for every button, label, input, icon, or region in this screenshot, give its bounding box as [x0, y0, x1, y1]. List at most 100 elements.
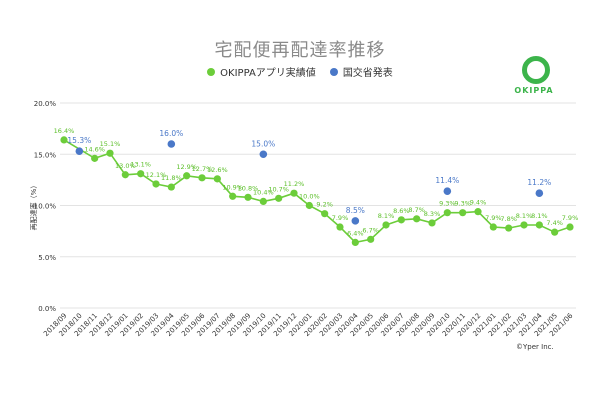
y-tick-label: 0.0%	[38, 305, 56, 313]
credit-text: ©Yper Inc.	[516, 343, 554, 351]
legend-label-mlit: 国交省発表	[342, 68, 393, 79]
x-tick-label: 2019/03	[134, 312, 160, 338]
data-label-okippa: 6.7%	[362, 226, 379, 234]
data-label-okippa: 6.4%	[347, 229, 364, 237]
data-label-okippa: 14.6%	[84, 145, 105, 153]
data-point-okippa	[397, 216, 405, 224]
data-label-okippa: 10.0%	[299, 193, 320, 201]
data-point-okippa	[535, 221, 543, 229]
data-label-okippa: 11.2%	[284, 180, 305, 188]
data-point-okippa	[551, 228, 559, 236]
data-point-okippa	[152, 180, 160, 188]
data-label-okippa: 7.8%	[500, 215, 517, 223]
x-tick-label: 2021/05	[533, 312, 559, 338]
data-point-okippa	[351, 238, 359, 246]
data-label-okippa: 9.3%	[454, 200, 471, 208]
data-label-okippa: 15.1%	[100, 140, 121, 148]
data-label-okippa: 12.7%	[192, 165, 213, 173]
x-tick-label: 2019/05	[165, 312, 191, 338]
data-point-okippa	[413, 215, 421, 223]
x-tick-label: 2018/10	[58, 312, 84, 338]
data-point-okippa	[459, 209, 467, 217]
data-point-okippa	[505, 224, 513, 232]
data-label-okippa: 13.0%	[115, 162, 136, 170]
data-label-mlit: 16.0%	[159, 129, 183, 138]
x-tick-label: 2019/09	[226, 312, 252, 338]
legend-label-okippa: OKIPPAアプリ実績値	[220, 68, 316, 79]
data-point-okippa	[367, 235, 375, 243]
data-point-mlit	[167, 140, 176, 148]
data-point-okippa	[520, 221, 528, 229]
series-line-okippa	[63, 139, 571, 244]
data-label-okippa: 7.4%	[546, 219, 563, 227]
data-point-okippa	[428, 219, 436, 227]
data-label-okippa: 10.7%	[268, 185, 289, 193]
data-point-okippa	[474, 208, 482, 216]
data-point-okippa	[121, 171, 129, 179]
legend-marker-okippa	[207, 67, 216, 76]
x-tick-label: 2020/09	[410, 312, 436, 338]
y-tick-label: 10.0%	[34, 203, 57, 211]
data-label-mlit: 11.4%	[435, 176, 459, 185]
data-point-mlit	[535, 189, 544, 197]
x-tick-label: 2021/02	[487, 312, 513, 338]
data-point-mlit	[443, 187, 452, 195]
x-tick-label: 2021/03	[502, 312, 528, 338]
data-label-mlit: 8.5%	[346, 206, 365, 215]
data-point-okippa	[489, 223, 497, 231]
y-tick-label: 20.0%	[34, 100, 57, 108]
y-tick-label: 15.0%	[34, 151, 57, 159]
data-point-mlit	[75, 147, 84, 155]
x-tick-label: 2020/12	[456, 312, 482, 338]
legend-marker-mlit	[329, 67, 338, 76]
data-point-okippa	[321, 210, 329, 218]
x-tick-label: 2020/05	[349, 312, 375, 338]
data-point-okippa	[91, 154, 99, 162]
data-label-okippa: 13.1%	[130, 161, 151, 169]
data-label-okippa: 7.9%	[485, 214, 502, 222]
data-label-okippa: 9.2%	[316, 201, 333, 209]
data-point-okippa	[290, 189, 298, 197]
data-label-okippa: 11.8%	[161, 174, 182, 182]
x-tick-label: 2019/08	[211, 312, 237, 338]
data-point-okippa	[198, 174, 206, 182]
data-point-okippa	[443, 209, 451, 217]
x-tick-label: 2020/06	[364, 311, 391, 338]
x-tick-label: 2020/07	[380, 312, 406, 338]
okippa-logo: OKIPPA	[514, 56, 554, 102]
data-label-okippa: 7.9%	[332, 214, 349, 222]
y-axis-label: 再配達率（%）	[29, 182, 38, 231]
data-point-okippa	[213, 175, 221, 183]
x-tick-label: 2021/04	[518, 311, 545, 338]
x-tick-label: 2019/01	[104, 312, 130, 338]
data-label-mlit: 15.3%	[67, 136, 91, 145]
data-point-okippa	[60, 136, 68, 144]
data-point-mlit	[351, 217, 360, 225]
x-tick-label: 2020/04	[334, 311, 361, 338]
chart-title: 宅配便再配達率推移	[214, 40, 386, 61]
data-label-okippa: 8.3%	[424, 210, 441, 218]
x-tick-label: 2018/09	[42, 312, 68, 338]
data-point-okippa	[183, 172, 191, 180]
x-tick-label: 2018/11	[73, 312, 99, 338]
x-tick-label: 2020/11	[441, 312, 467, 338]
data-label-okippa: 9.3%	[439, 200, 456, 208]
legend: OKIPPAアプリ実績値 国交省発表	[0, 64, 600, 79]
data-point-okippa	[259, 197, 267, 205]
x-tick-label: 2020/10	[426, 312, 452, 338]
x-tick-label: 2020/01	[288, 312, 314, 338]
data-point-okippa	[106, 149, 114, 157]
x-tick-label: 2020/02	[303, 312, 329, 338]
x-tick-label: 2019/12	[272, 312, 298, 338]
x-tick-label: 2019/11	[257, 312, 283, 338]
data-label-okippa: 8.7%	[408, 206, 425, 214]
data-label-okippa: 10.9%	[222, 183, 243, 191]
data-point-okippa	[167, 183, 175, 191]
data-label-okippa: 12.9%	[176, 163, 197, 171]
data-label-okippa: 10.4%	[253, 188, 274, 196]
data-point-okippa	[336, 223, 344, 231]
data-point-okippa	[305, 201, 313, 210]
data-label-mlit: 11.2%	[527, 178, 551, 187]
data-point-okippa	[244, 193, 252, 201]
data-label-mlit: 15.0%	[251, 139, 275, 148]
